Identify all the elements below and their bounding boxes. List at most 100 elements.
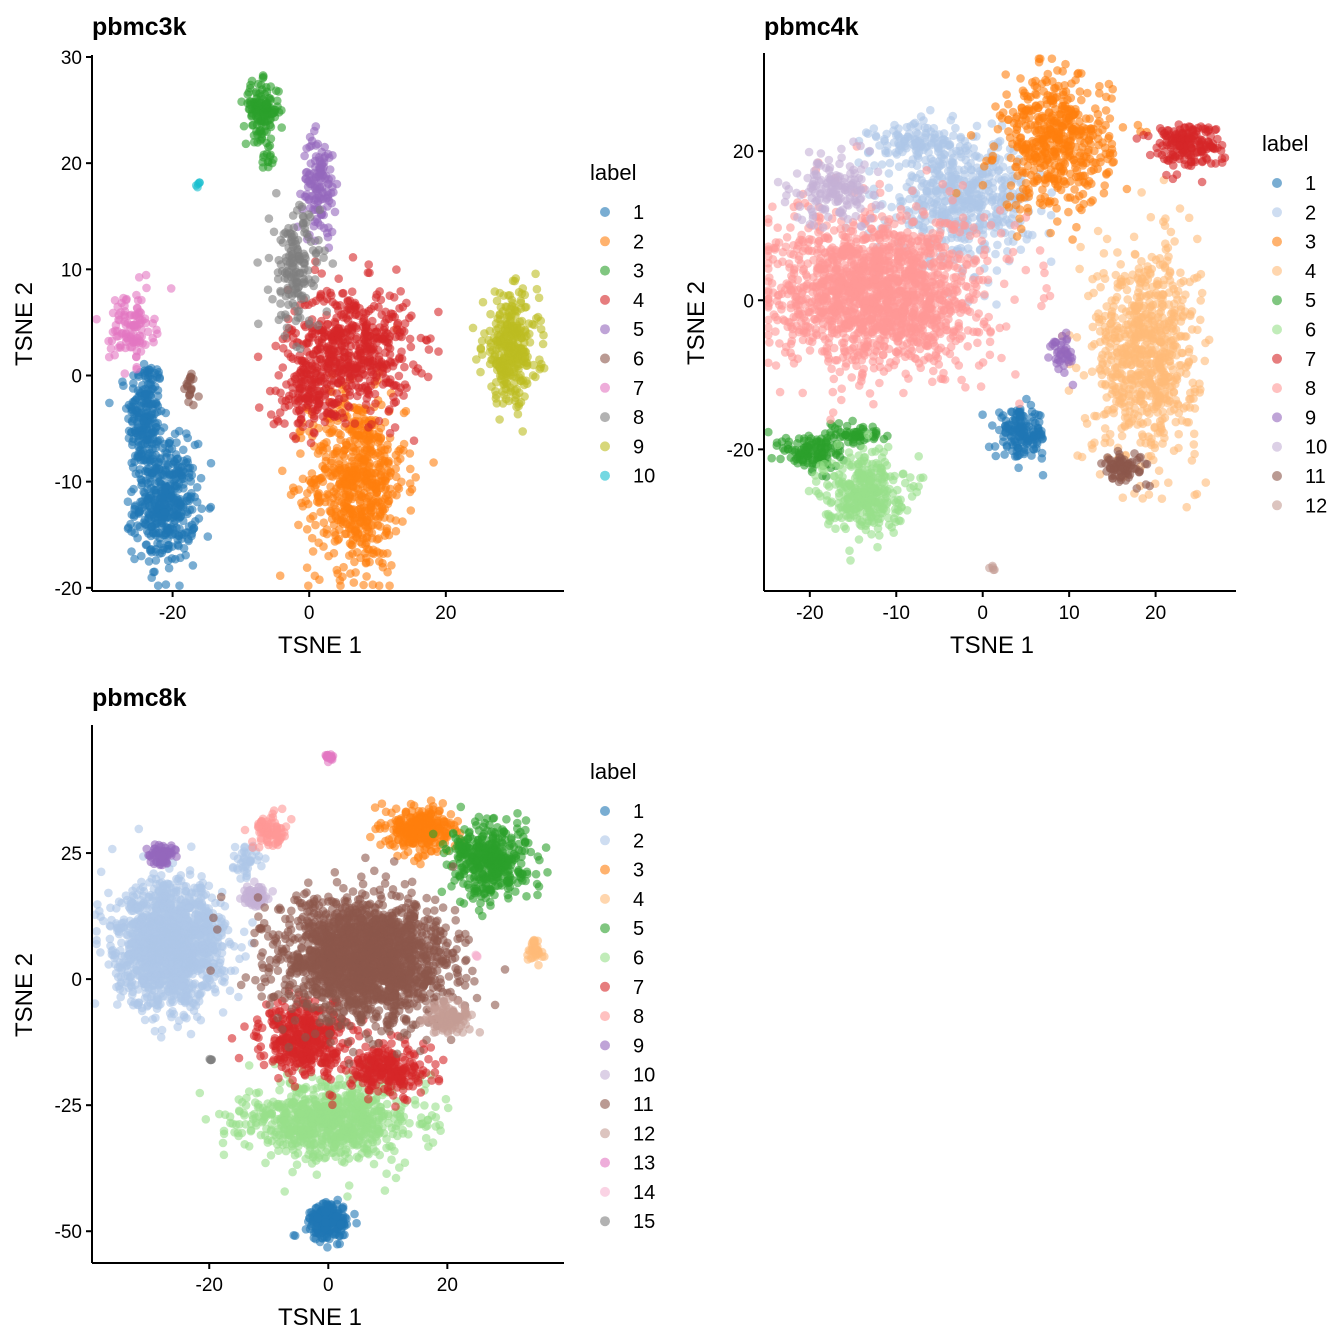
point-cluster-9: [504, 291, 513, 300]
point-cluster-4: [1106, 373, 1116, 382]
point-cluster-1: [186, 477, 196, 486]
point-cluster-3: [1084, 145, 1093, 154]
point-cluster-2: [890, 120, 899, 130]
point-cluster-2: [373, 497, 383, 506]
point-cluster-8: [276, 299, 285, 308]
point-cluster-4: [271, 386, 280, 396]
point-cluster-3: [1095, 116, 1104, 126]
point-cluster-4: [1136, 362, 1145, 371]
point-cluster-1: [178, 466, 188, 476]
point-cluster-2: [313, 491, 323, 501]
point-cluster-3: [1016, 133, 1026, 142]
point-cluster-8: [312, 258, 322, 267]
point-cluster-8: [281, 228, 290, 237]
point-cluster-3: [1046, 95, 1056, 105]
point-cluster-4: [1129, 232, 1139, 242]
point-cluster-3: [1005, 192, 1015, 201]
point-cluster-5: [328, 151, 337, 160]
point-cluster-6: [183, 382, 192, 391]
point-cluster-4: [1159, 280, 1168, 290]
point-cluster-4: [1077, 452, 1087, 462]
point-cluster-4: [426, 334, 435, 343]
point-cluster-8: [315, 205, 325, 215]
point-cluster-2: [340, 469, 349, 478]
point-cluster-3: [1040, 148, 1050, 157]
point-cluster-4: [380, 331, 389, 341]
point-cluster-4: [1164, 478, 1173, 488]
point-cluster-3: [1091, 104, 1100, 113]
point-cluster-4: [271, 341, 281, 351]
point-cluster-3: [1032, 90, 1041, 100]
legend-label: 3: [633, 261, 644, 283]
point-cluster-3: [980, 162, 989, 171]
point-cluster-4: [1084, 291, 1093, 301]
point-cluster-1: [193, 439, 203, 449]
point-cluster-2: [429, 458, 438, 467]
point-cluster-3: [1062, 116, 1071, 126]
point-cluster-2: [347, 540, 356, 550]
point-cluster-2: [877, 160, 887, 169]
point-cluster-1: [144, 501, 154, 511]
point-cluster-4: [1155, 253, 1164, 263]
point-cluster-9: [495, 415, 504, 424]
point-cluster-8: [280, 331, 290, 341]
point-cluster-2: [948, 158, 957, 167]
point-cluster-4: [400, 362, 409, 372]
point-cluster-3: [1038, 132, 1048, 142]
point-cluster-7: [106, 344, 116, 353]
point-cluster-7: [126, 330, 136, 340]
point-cluster-3: [1078, 161, 1088, 170]
point-cluster-1: [1038, 470, 1048, 480]
point-cluster-4: [1079, 371, 1089, 380]
point-cluster-4: [394, 371, 404, 381]
point-cluster-5: [764, 427, 773, 437]
point-cluster-2: [308, 547, 318, 556]
legend-key-1: [600, 207, 610, 217]
point-cluster-3: [1066, 169, 1075, 179]
point-cluster-2: [929, 134, 939, 144]
point-cluster-4: [1153, 313, 1163, 322]
point-cluster-2: [319, 518, 329, 527]
x-axis-title: TSNE 1: [278, 632, 362, 659]
point-cluster-1: [192, 483, 202, 492]
point-cluster-4: [1161, 245, 1171, 254]
point-cluster-4: [1133, 329, 1143, 339]
point-cluster-4: [373, 345, 383, 355]
point-cluster-2: [316, 507, 326, 517]
point-cluster-4: [396, 383, 405, 393]
point-cluster-1: [1003, 421, 1013, 430]
point-cluster-4: [350, 419, 360, 428]
point-cluster-3: [966, 131, 976, 140]
point-cluster-2: [311, 520, 320, 530]
point-cluster-4: [1163, 398, 1173, 408]
point-cluster-1: [134, 450, 143, 459]
point-cluster-4: [1128, 342, 1137, 351]
point-cluster-4: [278, 363, 288, 372]
point-cluster-1: [170, 429, 180, 439]
point-cluster-4: [1088, 322, 1098, 332]
point-cluster-4: [424, 345, 434, 354]
point-cluster-2: [365, 512, 375, 522]
point-cluster-2: [382, 528, 391, 537]
point-cluster-2: [928, 178, 938, 187]
point-cluster-4: [1097, 354, 1106, 363]
point-cluster-4: [385, 428, 395, 438]
point-cluster-3: [1075, 87, 1085, 96]
point-cluster-4: [381, 378, 391, 388]
point-cluster-4: [1169, 299, 1179, 309]
point-cluster-2: [367, 503, 376, 512]
y-tick-label: -20: [55, 579, 82, 600]
point-cluster-4: [377, 310, 387, 320]
point-cluster-4: [1200, 356, 1210, 366]
y-tick-label: 10: [61, 260, 82, 281]
point-cluster-1: [1007, 437, 1016, 447]
point-cluster-2: [967, 195, 977, 204]
point-cluster-4: [1181, 290, 1190, 300]
y-tick-label: 0: [71, 366, 82, 387]
point-cluster-4: [1197, 288, 1207, 298]
point-cluster-7: [126, 321, 136, 330]
point-cluster-4: [1145, 290, 1155, 299]
point-cluster-1: [105, 398, 114, 408]
point-cluster-9: [491, 394, 501, 403]
point-cluster-8: [263, 285, 273, 295]
